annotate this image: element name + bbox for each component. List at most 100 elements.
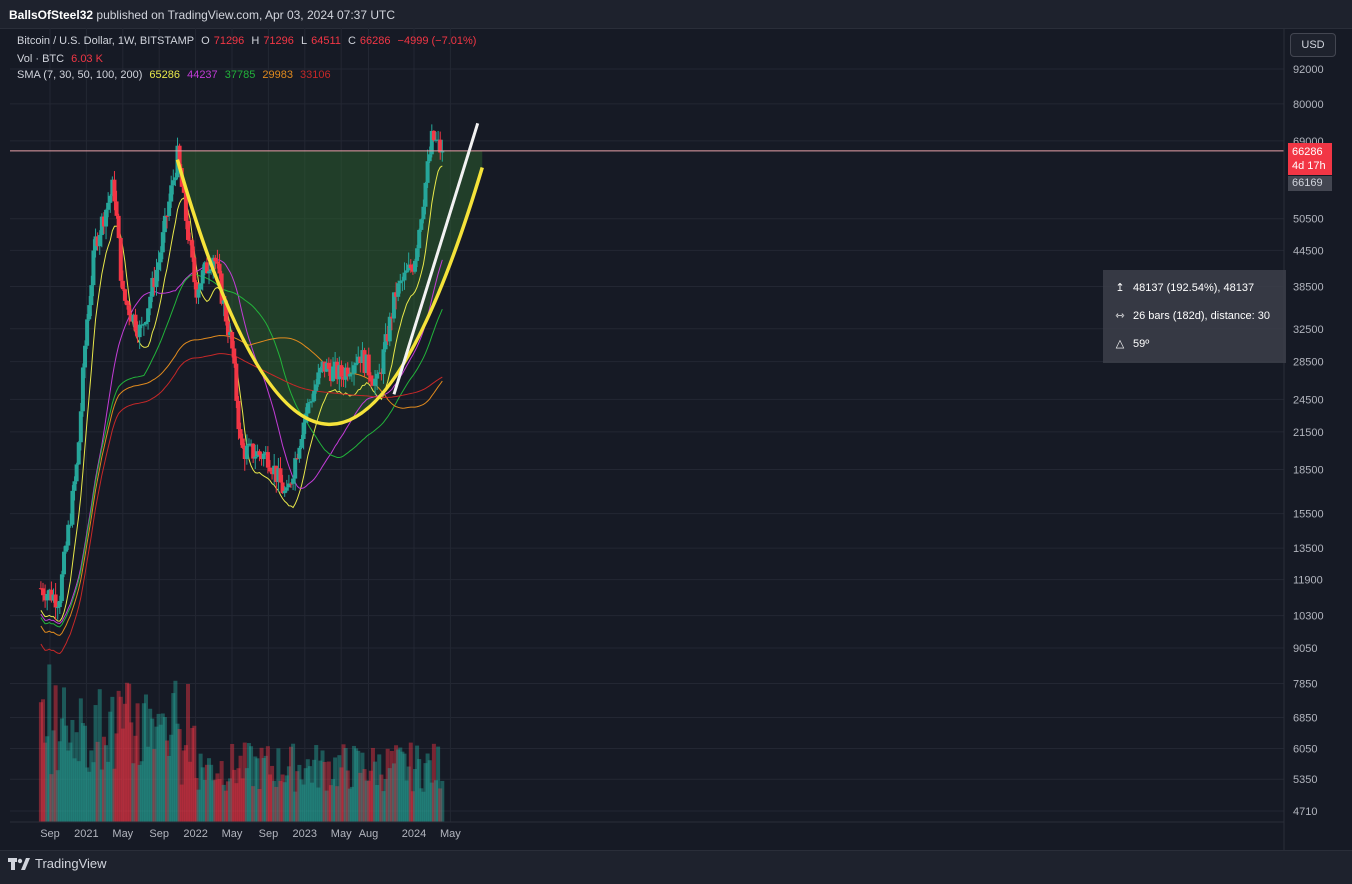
close-value: 66286 [359, 35, 391, 47]
legend-volume-row[interactable]: Vol · BTC 6.03 K [17, 53, 107, 65]
candle-body [379, 372, 384, 375]
volume-bar [186, 684, 191, 822]
candle-body [64, 545, 69, 552]
candle-body [120, 280, 125, 290]
volume-bar [112, 768, 117, 822]
candle-body [419, 219, 424, 230]
volume-bar [45, 736, 50, 822]
candle-body [404, 270, 409, 273]
candle-body [301, 422, 306, 439]
candle-body [402, 272, 407, 281]
volume-bar [280, 774, 285, 822]
measure-price: 48137 (192.54%), 48137 [1133, 281, 1255, 294]
candle-body [318, 367, 323, 373]
x-tick-label: 2024 [402, 828, 426, 840]
volume-bar [164, 740, 169, 822]
volume-bar [415, 745, 420, 822]
volume-bar [343, 748, 348, 822]
volume-bar [194, 778, 199, 822]
y-tick-label: 18500 [1293, 464, 1324, 476]
candle-body [173, 177, 178, 181]
candle-body [101, 216, 106, 227]
candle-body [349, 373, 354, 375]
volume-bar [181, 750, 186, 822]
volume-bar [106, 761, 111, 822]
candle-body [396, 283, 401, 297]
volume-bar [196, 789, 201, 822]
volume-bar [43, 742, 48, 822]
volume-bar [291, 743, 296, 822]
x-tick-label: May [112, 828, 133, 840]
volume-bar [230, 743, 235, 822]
candle-body [80, 367, 85, 412]
sma-50-line [40, 273, 443, 628]
candle-body [51, 594, 56, 601]
author-name[interactable]: BallsOfSteel32 [9, 8, 94, 22]
volume-bar [55, 770, 60, 822]
volume-bar [167, 755, 172, 822]
volume-bar [234, 783, 239, 822]
volume-bars [38, 664, 445, 822]
candle-body [358, 356, 363, 363]
currency-button[interactable]: USD [1290, 33, 1336, 57]
volume-bar [131, 763, 136, 822]
volume-bar [213, 779, 218, 822]
candle-body [360, 350, 365, 363]
legend-sma-row[interactable]: SMA (7, 30, 50, 100, 200) 65286 44237 37… [17, 69, 335, 81]
volume-bar [253, 756, 258, 822]
volume-bar [101, 736, 106, 822]
volume-bar [272, 780, 277, 822]
candle-body [137, 324, 142, 338]
candle-body [53, 594, 58, 608]
candle-body [188, 239, 193, 241]
candle-body [341, 376, 346, 380]
volume-bar [381, 791, 386, 822]
volume-bar [139, 761, 144, 822]
high-value: 71296 [263, 35, 294, 47]
candle-body [322, 361, 327, 372]
price-chart[interactable]: 9200080000690005050044500385003250028500… [0, 0, 1352, 850]
candle-body [389, 316, 394, 319]
legend-symbol-row[interactable]: Bitcoin / U.S. Dollar, 1W, BITSTAMP O 712… [17, 35, 477, 47]
volume-bar [427, 760, 432, 822]
sma-200-line [40, 353, 443, 654]
y-tick-label: 10300 [1293, 611, 1324, 623]
volume-bar [219, 761, 224, 822]
sma7-value: 65286 [149, 69, 181, 81]
volume-bar [320, 750, 325, 822]
volume-bar [286, 766, 291, 822]
candle-body [434, 139, 439, 141]
candle-body [331, 366, 336, 382]
candle-body [368, 375, 373, 382]
volume-bar [362, 769, 367, 822]
candle-body [192, 257, 197, 283]
volume-bar [375, 785, 380, 822]
candle-body [249, 443, 254, 445]
volume-bar [114, 733, 119, 822]
candle-body [99, 216, 104, 236]
published-text: published on TradingView.com, Apr 03, 20… [96, 8, 396, 22]
volume-bar [225, 781, 230, 822]
symbol-title: Bitcoin / U.S. Dollar, 1W, BITSTAMP [17, 35, 195, 47]
candle-body [232, 348, 237, 364]
volume-bar [431, 743, 436, 822]
brand-text: TradingView [35, 856, 107, 871]
candle-body [425, 161, 430, 183]
candle-body [431, 130, 436, 141]
volume-bar [162, 717, 167, 822]
volume-bar [364, 780, 369, 822]
candle-body [410, 268, 415, 272]
candle-body [89, 285, 94, 306]
candle-body [160, 232, 165, 253]
candle-body [280, 482, 285, 494]
open-value: 71296 [213, 35, 245, 47]
volume-label: Vol · BTC [17, 53, 65, 65]
candle-body [270, 471, 275, 475]
tradingview-brand[interactable]: TradingView [8, 856, 107, 871]
volume-bar [328, 785, 333, 822]
measure-tooltip: ↥ 48137 (192.54%), 48137 ⇿ 26 bars (182d),… [1103, 270, 1286, 363]
last-price-value: 66286 [1292, 146, 1323, 158]
volume-bar [438, 788, 443, 822]
candle-body [406, 264, 411, 271]
candle-body [391, 292, 396, 319]
